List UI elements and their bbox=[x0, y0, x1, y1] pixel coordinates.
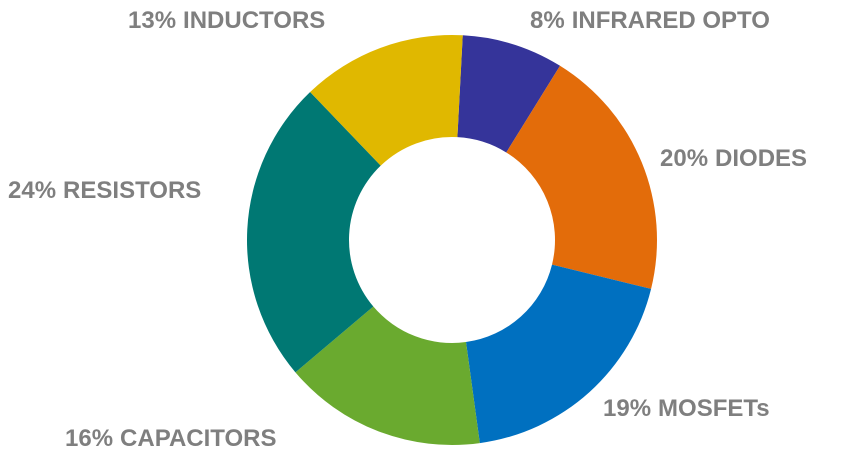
slice-label: 19% MOSFETs bbox=[603, 395, 770, 422]
slice-label: 16% CAPACITORS bbox=[65, 425, 277, 452]
category-label: INFRARED OPTO bbox=[572, 7, 770, 34]
slice bbox=[457, 35, 561, 153]
value-label: 24% bbox=[8, 177, 56, 204]
slice-label: 24% RESISTORS bbox=[8, 177, 201, 204]
value-label: 13% bbox=[128, 7, 176, 34]
category-label: INDUCTORS bbox=[183, 7, 325, 34]
slice-label: 20% DIODES bbox=[660, 145, 807, 172]
category-label: RESISTORS bbox=[63, 177, 201, 204]
slice bbox=[310, 35, 463, 166]
category-label: MOSFETs bbox=[658, 395, 770, 422]
value-label: 20% bbox=[660, 145, 708, 172]
slice bbox=[247, 92, 381, 373]
slice bbox=[465, 264, 652, 444]
category-label: CAPACITORS bbox=[120, 425, 276, 452]
value-label: 8% bbox=[530, 7, 565, 34]
slice-label: 8% INFRARED OPTO bbox=[530, 7, 770, 34]
slice-label: 13% INDUCTORS bbox=[128, 7, 325, 34]
value-label: 19% bbox=[603, 395, 651, 422]
slice bbox=[506, 65, 657, 289]
slice bbox=[295, 306, 480, 445]
category-label: DIODES bbox=[715, 145, 807, 172]
value-label: 16% bbox=[65, 425, 113, 452]
